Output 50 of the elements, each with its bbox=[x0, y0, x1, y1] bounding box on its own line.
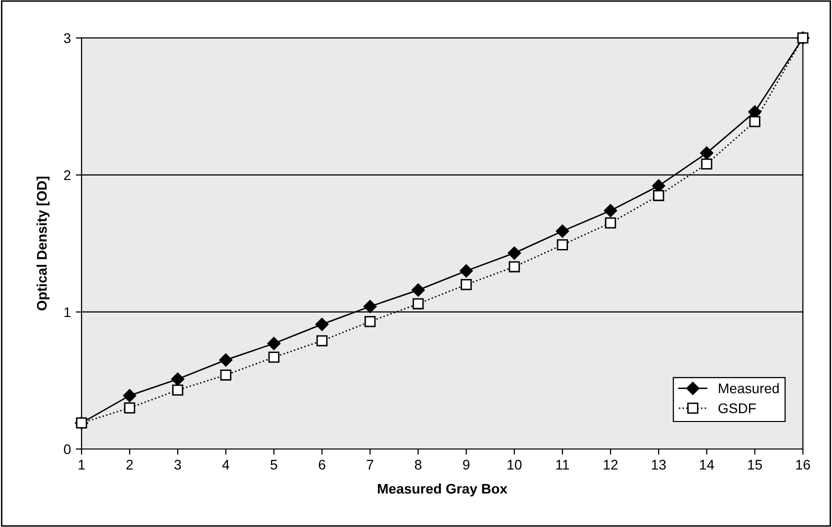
y-tick-label: 0 bbox=[64, 444, 71, 454]
x-tick-label: 4 bbox=[222, 460, 230, 470]
legend-label: Measured bbox=[718, 383, 779, 394]
point bbox=[267, 336, 280, 350]
legend-label: GSDF bbox=[718, 403, 756, 414]
point bbox=[653, 190, 664, 202]
point bbox=[460, 279, 472, 290]
point bbox=[604, 217, 616, 228]
point bbox=[364, 316, 376, 328]
point bbox=[316, 335, 328, 346]
y-axis-title: Optical Density [OD] bbox=[36, 176, 50, 310]
x-tick-label: 15 bbox=[748, 460, 762, 470]
x-tick-label: 10 bbox=[508, 460, 522, 470]
x-axis-title: Measured Gray Box bbox=[378, 483, 508, 496]
x-tick-label: 6 bbox=[318, 460, 326, 470]
point bbox=[604, 204, 618, 218]
x-tick-label: 12 bbox=[604, 460, 618, 470]
x-tick-label: 11 bbox=[556, 460, 569, 470]
x-tick-label: 7 bbox=[366, 460, 374, 470]
point bbox=[556, 239, 568, 250]
point bbox=[219, 353, 232, 367]
y-tick-label: 1 bbox=[64, 307, 70, 318]
x-tick-label: 1 bbox=[78, 460, 85, 470]
point bbox=[701, 158, 712, 170]
point bbox=[363, 300, 377, 314]
x-tick-label: 14 bbox=[700, 460, 714, 470]
y-tick-label: 3 bbox=[64, 33, 71, 44]
point bbox=[124, 402, 136, 414]
x-tick-label: 2 bbox=[126, 460, 133, 470]
point bbox=[268, 352, 280, 363]
point bbox=[508, 261, 520, 272]
x-tick-label: 16 bbox=[796, 460, 810, 470]
x-tick-label: 8 bbox=[414, 460, 422, 470]
point bbox=[171, 372, 184, 386]
point bbox=[315, 318, 329, 331]
x-tick-label: 13 bbox=[652, 460, 666, 470]
point bbox=[172, 384, 184, 396]
point bbox=[556, 224, 570, 238]
y-tick-label: 2 bbox=[64, 170, 70, 180]
point bbox=[460, 264, 473, 278]
point bbox=[508, 246, 521, 260]
x-tick-label: 9 bbox=[463, 460, 470, 470]
point bbox=[700, 146, 714, 160]
x-tick-label: 5 bbox=[270, 460, 278, 470]
point bbox=[412, 298, 424, 310]
point bbox=[123, 388, 136, 402]
x-tick-label: 3 bbox=[174, 460, 181, 470]
point bbox=[220, 369, 232, 381]
point bbox=[749, 116, 760, 128]
point bbox=[412, 283, 425, 297]
